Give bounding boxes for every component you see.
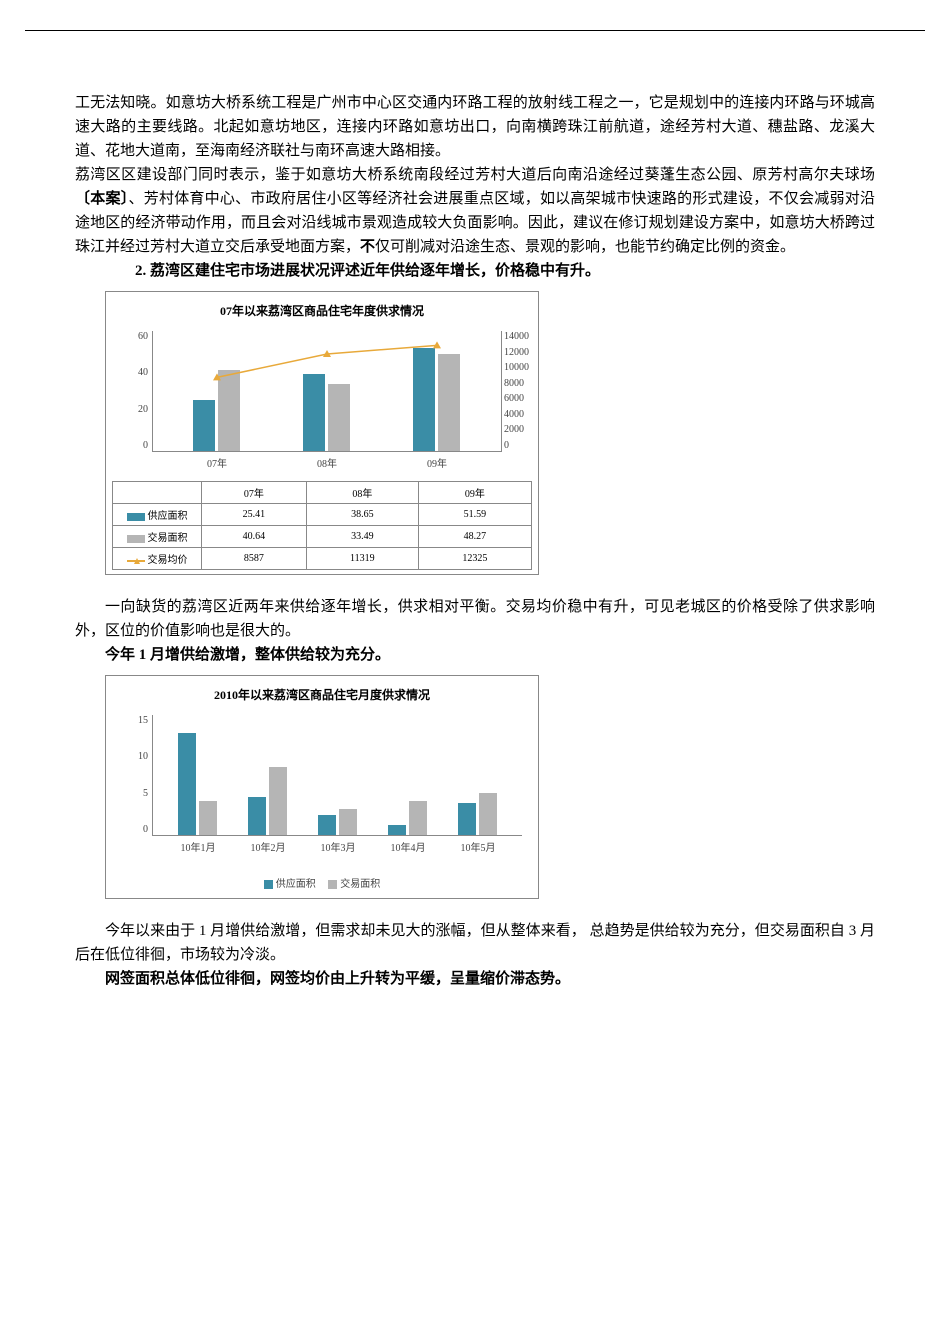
legend-label: 供应面积 bbox=[276, 879, 316, 890]
row-legend-trans: 交易面积 bbox=[113, 526, 202, 548]
ytick: 60 bbox=[122, 331, 148, 342]
legend-swatch-supply bbox=[264, 880, 273, 889]
paragraph-1: 工无法知晓。如意坊大桥系统工程是广州市中心区交通内环路工程的放射线工程之一，它是… bbox=[75, 91, 875, 163]
paragraph-3: 一向缺货的荔湾区近两年来供给逐年增长，供求相对平衡。交易均价稳中有升，可见老城区… bbox=[75, 595, 875, 643]
blank-cell bbox=[113, 482, 202, 504]
category-label: 07年 bbox=[187, 455, 247, 470]
cell: 33.49 bbox=[306, 526, 418, 548]
ytick: 6000 bbox=[504, 393, 538, 404]
category-label: 08年 bbox=[297, 455, 357, 470]
ytick: 0 bbox=[122, 824, 148, 835]
p2-part-a: 荔湾区区建设部门同时表示，鉴于如意坊大桥系统南段经过芳村大道后向南沿途经过葵蓬生… bbox=[75, 167, 875, 183]
cell: 8587 bbox=[202, 548, 307, 570]
cell: 12325 bbox=[418, 548, 531, 570]
chart1-right-axis: 14000 12000 10000 8000 6000 4000 2000 0 bbox=[504, 331, 538, 451]
chart-monthly-supply: 2010年以来荔湾区商品住宅月度供求情况 15 10 5 0 10年1月10年2… bbox=[105, 675, 539, 899]
bar-group bbox=[388, 801, 427, 835]
document-page: 工无法知晓。如意坊大桥系统工程是广州市中心区交通内环路工程的放射线工程之一，它是… bbox=[25, 30, 925, 1031]
legend-label: 交易面积 bbox=[148, 533, 188, 544]
table-row-header: 07年 08年 09年 bbox=[113, 482, 532, 504]
category-label: 10年2月 bbox=[238, 839, 298, 854]
chart1-axis-area: 07年08年09年 bbox=[152, 331, 502, 452]
ytick: 40 bbox=[122, 367, 148, 378]
chart2-axis-area: 10年1月10年2月10年3月10年4月10年5月 bbox=[152, 715, 522, 836]
ytick: 8000 bbox=[504, 378, 538, 389]
p2-bold-not: 不 bbox=[360, 239, 375, 255]
chart-annual-supply: 07年以来荔湾区商品住宅年度供求情况 60 40 20 0 14000 1200… bbox=[105, 291, 539, 575]
bar bbox=[388, 825, 406, 835]
ytick: 10000 bbox=[504, 362, 538, 373]
bar bbox=[318, 815, 336, 835]
legend-label: 交易面积 bbox=[340, 879, 380, 890]
table-row: 供应面积 25.41 38.65 51.59 bbox=[113, 504, 532, 526]
category-label: 10年4月 bbox=[378, 839, 438, 854]
cell: 51.59 bbox=[418, 504, 531, 526]
ytick: 0 bbox=[122, 440, 148, 451]
ytick: 15 bbox=[122, 715, 148, 726]
chart2-title: 2010年以来荔湾区商品住宅月度供求情况 bbox=[112, 686, 532, 703]
chart2-legend: 供应面积 交易面积 bbox=[112, 875, 532, 890]
category-label: 10年3月 bbox=[308, 839, 368, 854]
chart2-left-axis: 15 10 5 0 bbox=[122, 715, 148, 835]
chart1-title: 07年以来荔湾区商品住宅年度供求情况 bbox=[112, 302, 532, 319]
col-header: 07年 bbox=[202, 482, 307, 504]
bar bbox=[199, 801, 217, 835]
bar bbox=[248, 797, 266, 835]
ytick: 20 bbox=[122, 404, 148, 415]
ytick: 0 bbox=[504, 440, 538, 451]
bold-line-4: 网签面积总体低位徘徊，网签均价由上升转为平缓，呈量缩价滞态势。 bbox=[75, 967, 875, 991]
row-legend-price: 交易均价 bbox=[113, 548, 202, 570]
bar-group bbox=[178, 733, 217, 835]
bar bbox=[178, 733, 196, 835]
p2-part-c: 仅可削减对沿途生态、景观的影响，也能节约确定比例的资金。 bbox=[375, 239, 795, 255]
price-line bbox=[153, 331, 503, 451]
bar bbox=[339, 809, 357, 835]
paragraph-4: 今年以来由于 1 月增供给激增，但需求却未见大的涨幅，但从整体来看， 总趋势是供… bbox=[75, 919, 875, 967]
cell: 40.64 bbox=[202, 526, 307, 548]
legend-label: 供应面积 bbox=[148, 511, 188, 522]
bar bbox=[269, 767, 287, 835]
ytick: 14000 bbox=[504, 331, 538, 342]
cell: 48.27 bbox=[418, 526, 531, 548]
chart1-data-table: 07年 08年 09年 供应面积 25.41 38.65 51.59 交易面积 … bbox=[112, 481, 532, 570]
bar-group bbox=[318, 809, 357, 835]
legend-label: 交易均价 bbox=[148, 555, 188, 566]
category-label: 10年1月 bbox=[168, 839, 228, 854]
col-header: 08年 bbox=[306, 482, 418, 504]
paragraph-2: 荔湾区区建设部门同时表示，鉴于如意坊大桥系统南段经过芳村大道后向南沿途经过葵蓬生… bbox=[75, 163, 875, 259]
ytick: 2000 bbox=[504, 424, 538, 435]
ytick: 12000 bbox=[504, 347, 538, 358]
ytick: 5 bbox=[122, 788, 148, 799]
heading-2: 2. 荔湾区建住宅市场进展状况评述近年供给逐年增长，价格稳中有升。 bbox=[75, 259, 875, 283]
table-row: 交易均价 8587 11319 12325 bbox=[113, 548, 532, 570]
p2-bold-case: 〔本案〕 bbox=[75, 191, 128, 207]
chart1-left-axis: 60 40 20 0 bbox=[122, 331, 148, 451]
chart2-plot: 15 10 5 0 10年1月10年2月10年3月10年4月10年5月 bbox=[152, 715, 522, 865]
cell: 38.65 bbox=[306, 504, 418, 526]
cell: 25.41 bbox=[202, 504, 307, 526]
bar-group bbox=[248, 767, 287, 835]
cell: 11319 bbox=[306, 548, 418, 570]
chart1-plot: 60 40 20 0 14000 12000 10000 8000 6000 4… bbox=[152, 331, 502, 481]
bar-group bbox=[458, 793, 497, 835]
table-row: 交易面积 40.64 33.49 48.27 bbox=[113, 526, 532, 548]
category-label: 10年5月 bbox=[448, 839, 508, 854]
bar bbox=[409, 801, 427, 835]
ytick: 10 bbox=[122, 751, 148, 762]
category-label: 09年 bbox=[407, 455, 467, 470]
bar bbox=[458, 803, 476, 835]
legend-swatch-trans bbox=[328, 880, 337, 889]
row-legend-supply: 供应面积 bbox=[113, 504, 202, 526]
col-header: 09年 bbox=[418, 482, 531, 504]
ytick: 4000 bbox=[504, 409, 538, 420]
bar bbox=[479, 793, 497, 835]
bold-line-3: 今年 1 月增供给激增，整体供给较为充分。 bbox=[75, 643, 875, 667]
